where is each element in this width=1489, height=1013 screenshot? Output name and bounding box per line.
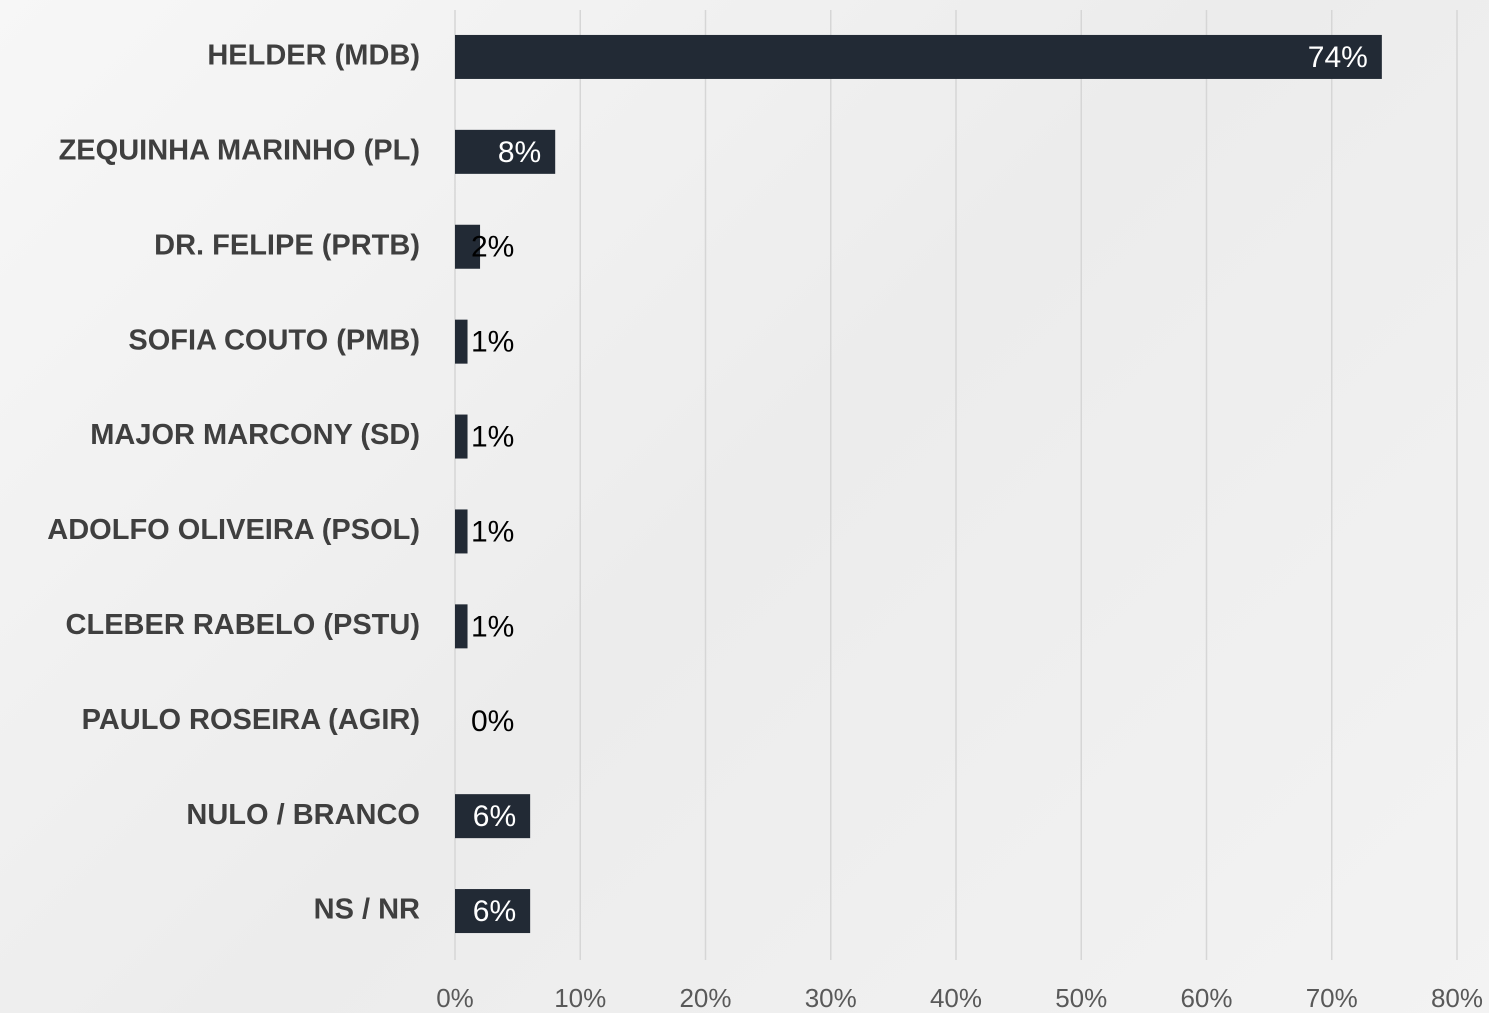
- value-label: 1%: [471, 610, 514, 643]
- bar: [455, 224, 481, 269]
- bar: [455, 889, 531, 934]
- value-label: 74%: [1308, 41, 1368, 74]
- x-tick-label: 60%: [1180, 983, 1232, 1013]
- x-tick-label: 50%: [1055, 983, 1107, 1013]
- value-label: 6%: [473, 895, 516, 928]
- value-label: 1%: [471, 515, 514, 548]
- category-label: HELDER (MDB): [207, 40, 420, 72]
- bar: [455, 34, 1382, 79]
- category-label: NS / NR: [314, 894, 420, 926]
- x-tick-label: 0%: [436, 983, 474, 1013]
- value-label: 2%: [471, 231, 514, 264]
- value-label: 6%: [473, 800, 516, 833]
- x-tick-label: 30%: [805, 983, 857, 1013]
- bar: [455, 794, 531, 839]
- category-label: PAULO ROSEIRA (AGIR): [82, 704, 420, 736]
- bar: [455, 129, 556, 174]
- category-label: ZEQUINHA MARINHO (PL): [59, 135, 420, 167]
- value-label: 1%: [471, 326, 514, 359]
- bar: [455, 319, 468, 364]
- x-tick-label: 70%: [1306, 983, 1358, 1013]
- category-label: NULO / BRANCO: [186, 799, 420, 831]
- value-label: 0%: [471, 705, 514, 738]
- category-label: DR. FELIPE (PRTB): [154, 229, 420, 261]
- bar: [455, 414, 468, 459]
- x-tick-label: 80%: [1431, 983, 1483, 1013]
- value-label: 8%: [498, 136, 541, 169]
- x-tick-label: 40%: [930, 983, 982, 1013]
- category-label: SOFIA COUTO (PMB): [128, 324, 420, 356]
- value-label: 1%: [471, 420, 514, 453]
- x-tick-label: 10%: [554, 983, 606, 1013]
- category-label: MAJOR MARCONY (SD): [90, 419, 420, 451]
- bar: [455, 604, 468, 649]
- x-tick-label: 20%: [679, 983, 731, 1013]
- bar: [455, 509, 468, 554]
- category-label: CLEBER RABELO (PSTU): [66, 609, 420, 641]
- category-label: ADOLFO OLIVEIRA (PSOL): [47, 514, 420, 546]
